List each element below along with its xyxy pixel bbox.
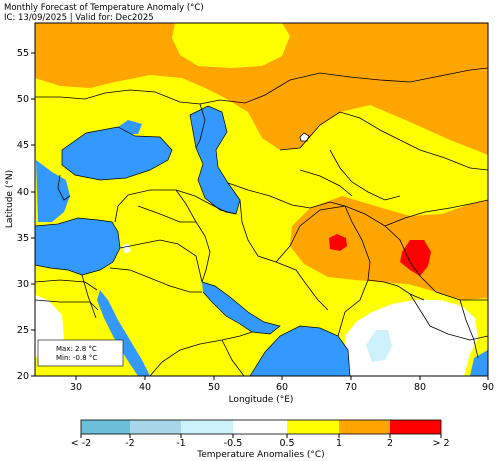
- x-tick-label: 40: [139, 382, 151, 393]
- arabian-sea: [250, 326, 350, 376]
- y-tick-label: 50: [17, 94, 29, 105]
- y-tick-label: 45: [17, 140, 29, 151]
- mediterranean-sea: [35, 218, 120, 275]
- x-axis-title: Longitude (°E): [229, 395, 294, 405]
- colorbar-label: > 2: [432, 438, 449, 449]
- x-tick-label: 60: [276, 382, 288, 393]
- y-axis-title: Latitude (°N): [5, 170, 15, 228]
- aegean-sea: [36, 160, 70, 222]
- anomaly-lightblue-india: [366, 330, 392, 362]
- stats-box: [37, 339, 124, 367]
- min-value: Min: -0.8 °C: [56, 354, 97, 362]
- colorbar-segment: [390, 420, 441, 434]
- y-tick-label: 35: [17, 233, 29, 244]
- chart-subtitle: IC: 13/09/2025 | Valid for: Dec2025: [4, 13, 154, 23]
- colorbar-label: -1: [176, 438, 185, 449]
- y-tick-label: 40: [17, 187, 29, 198]
- colorbar-label: -0.5: [224, 438, 243, 449]
- x-tick-label: 70: [345, 382, 357, 393]
- bay-of-bengal: [470, 350, 488, 376]
- max-value: Max: 2.8 °C: [56, 345, 97, 353]
- colorbar-segment: [181, 420, 233, 434]
- colorbar-segment: [81, 420, 130, 434]
- x-tick-label: 50: [208, 382, 220, 393]
- y-tick-label: 55: [17, 48, 29, 59]
- x-axis: 30 40 50 60 70 80 90 Longitude (°E): [70, 376, 494, 405]
- colorbar-segment: [287, 420, 339, 434]
- colorbar-label: -2: [125, 438, 134, 449]
- black-sea: [62, 127, 172, 180]
- colorbar-segment: [130, 420, 181, 434]
- y-tick-label: 20: [17, 371, 29, 382]
- x-tick-label: 80: [414, 382, 426, 393]
- colorbar-label: 0.5: [279, 438, 294, 449]
- anomaly-orange-southwest: [290, 196, 488, 300]
- anomaly-white-levant: [122, 243, 131, 254]
- x-tick-label: 30: [70, 382, 82, 393]
- caspian-sea: [190, 106, 240, 214]
- map-frame: [34, 22, 489, 377]
- colorbar-label: 2: [387, 438, 393, 449]
- coastlines: [35, 105, 351, 376]
- colorbar: < -2 -2 -1 -0.5 0.5 1 2 > 2 Temperature …: [71, 419, 450, 460]
- anomaly-red-afghanistan: [329, 234, 347, 251]
- y-tick-label: 30: [17, 279, 29, 290]
- x-tick-label: 90: [482, 382, 494, 393]
- y-axis: 20 25 30 35 40 45 50 55 Latitude (°N): [5, 48, 35, 382]
- anomaly-orange-north: [35, 23, 488, 155]
- colorbar-title: Temperature Anomalies (°C): [196, 450, 324, 460]
- y-tick-label: 25: [17, 325, 29, 336]
- map-area: Max: 2.8 °C Min: -0.8 °C: [35, 23, 488, 376]
- anomaly-yellow-patch-north: [172, 23, 290, 68]
- anomaly-red-kashmir: [400, 240, 431, 276]
- colorbar-label: 1: [336, 438, 342, 449]
- colorbar-label: < -2: [71, 438, 91, 449]
- colorbar-segment: [233, 420, 287, 434]
- persian-gulf: [202, 282, 280, 334]
- colorbar-segment: [339, 420, 390, 434]
- chart-title: Monthly Forecast of Temperature Anomaly …: [4, 3, 204, 13]
- red-sea: [97, 290, 150, 376]
- colorbar-frame: [80, 419, 442, 435]
